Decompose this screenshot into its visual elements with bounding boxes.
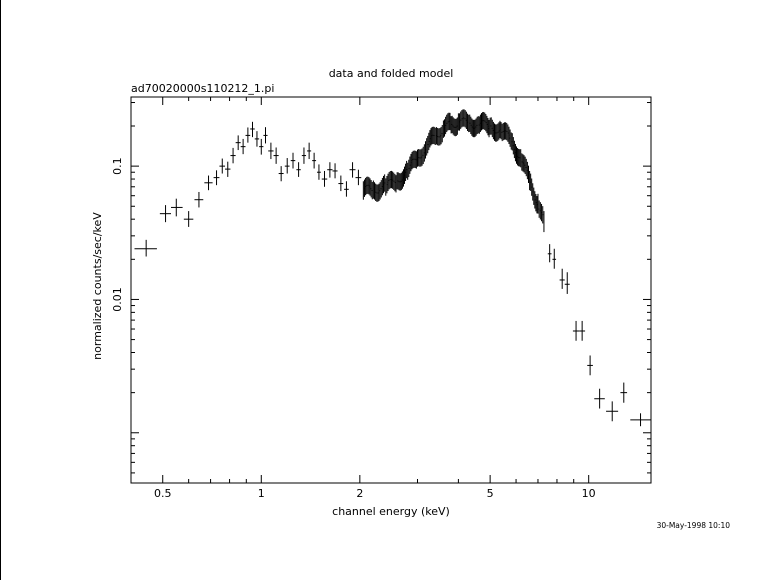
data-point [273,147,279,164]
data-point [606,401,619,422]
data-point [307,142,312,160]
data-point [254,131,260,147]
data-point [317,164,321,180]
data-point [559,268,565,289]
data-point [278,166,284,182]
x-tick-label: 1 [258,487,265,500]
data-point [572,320,580,341]
data-point [235,135,241,151]
data-point [159,205,172,223]
axis-ticks [130,97,651,483]
data-point [344,181,349,197]
y-axis-label: normalized counts/sec/keV [91,212,104,360]
data-point [134,239,157,257]
x-axis-label: channel energy (keV) [332,505,450,518]
data-point [183,211,194,227]
data-point [171,198,183,217]
data-series-2 [362,109,545,233]
x-tick-label: 0.5 [154,487,172,500]
data-point [301,147,307,164]
y-tick-label: 0.01 [111,287,124,312]
data-point [552,248,557,269]
data-point [213,170,220,186]
chart-title: data and folded model [329,67,454,80]
data-marks [134,109,651,427]
data-point [240,138,246,155]
data-point [268,142,274,160]
data-point [284,158,290,174]
x-tick-label: 10 [582,487,596,500]
data-point [230,147,236,164]
data-point [338,175,344,192]
data-point [245,127,251,143]
data-point [587,355,593,376]
data-point [225,161,231,177]
data-point [250,121,255,138]
data-point [263,127,268,144]
data-point [312,152,317,169]
data-point [547,244,552,263]
data-point [321,170,328,187]
axis-tick-labels: 0.5 1 2 5 10 0.1 0.01 [111,157,596,500]
data-point [630,413,651,427]
x-tick-label: 2 [356,487,363,500]
x-tick-label: 5 [487,487,494,500]
data-series-1 [134,121,362,257]
data-point [355,169,362,186]
window-left-border [0,0,1,580]
data-point [327,162,333,178]
data-point [204,175,213,191]
timestamp-label: 30-May-1998 10:10 [657,521,731,530]
data-point [296,162,301,177]
data-point [594,388,605,409]
data-point [219,158,226,174]
data-series-3 [547,244,651,427]
data-point [194,191,204,208]
plot-frame [130,96,652,484]
data-point [290,152,296,169]
data-point [579,320,586,341]
data-point [564,272,570,294]
data-point [259,138,264,155]
data-point [332,163,338,179]
chart-subtitle: ad70020000s110212_1.pi [131,82,274,95]
data-point [349,162,356,178]
y-tick-label: 0.1 [111,157,124,175]
data-point [620,382,628,403]
